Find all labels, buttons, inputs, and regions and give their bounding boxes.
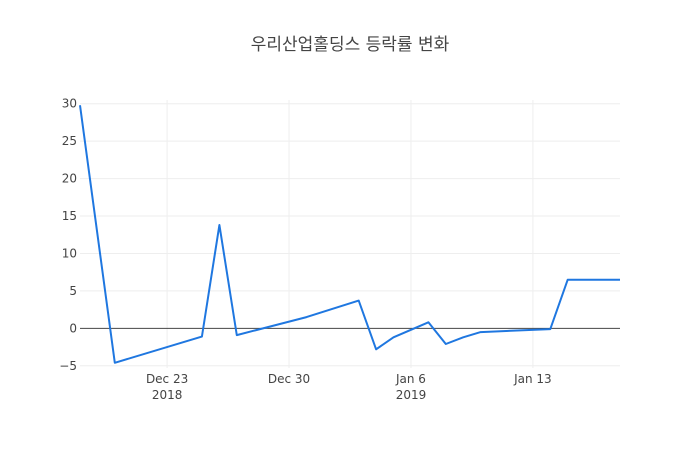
x-tick-label: Jan 6	[395, 372, 426, 386]
chart-title: 우리산업홀딩스 등락률 변화	[251, 35, 450, 55]
x-tick-label: Dec 23	[146, 372, 188, 386]
y-tick-label: −5	[59, 359, 77, 373]
y-tick-label: 0	[69, 321, 77, 335]
y-tick-label: 15	[62, 209, 77, 223]
y-tick-label: 10	[62, 246, 77, 260]
y-tick-label: 5	[69, 284, 77, 298]
x-tick-label: Dec 30	[268, 372, 310, 386]
y-tick-label: 30	[62, 97, 77, 111]
x-tick-year-label: 2019	[396, 388, 427, 402]
y-tick-label: 25	[62, 134, 77, 148]
y-tick-label: 20	[62, 172, 77, 186]
x-tick-year-label: 2018	[152, 388, 183, 402]
x-tick-label: Jan 13	[513, 372, 552, 386]
